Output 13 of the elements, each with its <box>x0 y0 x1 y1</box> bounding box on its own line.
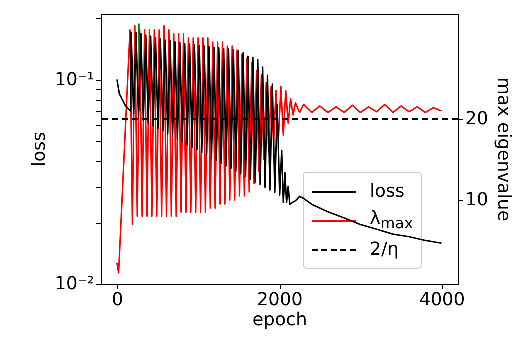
y-axis-title: loss <box>28 132 50 167</box>
y2-tick-label: 10 <box>466 190 488 211</box>
y-tick-label: 10⁻¹ <box>54 69 94 90</box>
y-tick-label: 10⁻² <box>54 274 94 294</box>
legend-label: loss <box>370 181 405 202</box>
legend-label: 2/η <box>370 239 399 260</box>
y2-axis-title: max eigenvalue <box>493 77 514 222</box>
x-tick-label: 4000 <box>419 290 466 310</box>
x-tick-label: 0 <box>112 290 124 310</box>
x-tick-label: 2000 <box>257 290 303 310</box>
x-axis-title: epoch <box>252 310 308 330</box>
legend-label: λ$_{max}$ <box>370 208 414 233</box>
y2-tick-label: 20 <box>466 108 488 130</box>
